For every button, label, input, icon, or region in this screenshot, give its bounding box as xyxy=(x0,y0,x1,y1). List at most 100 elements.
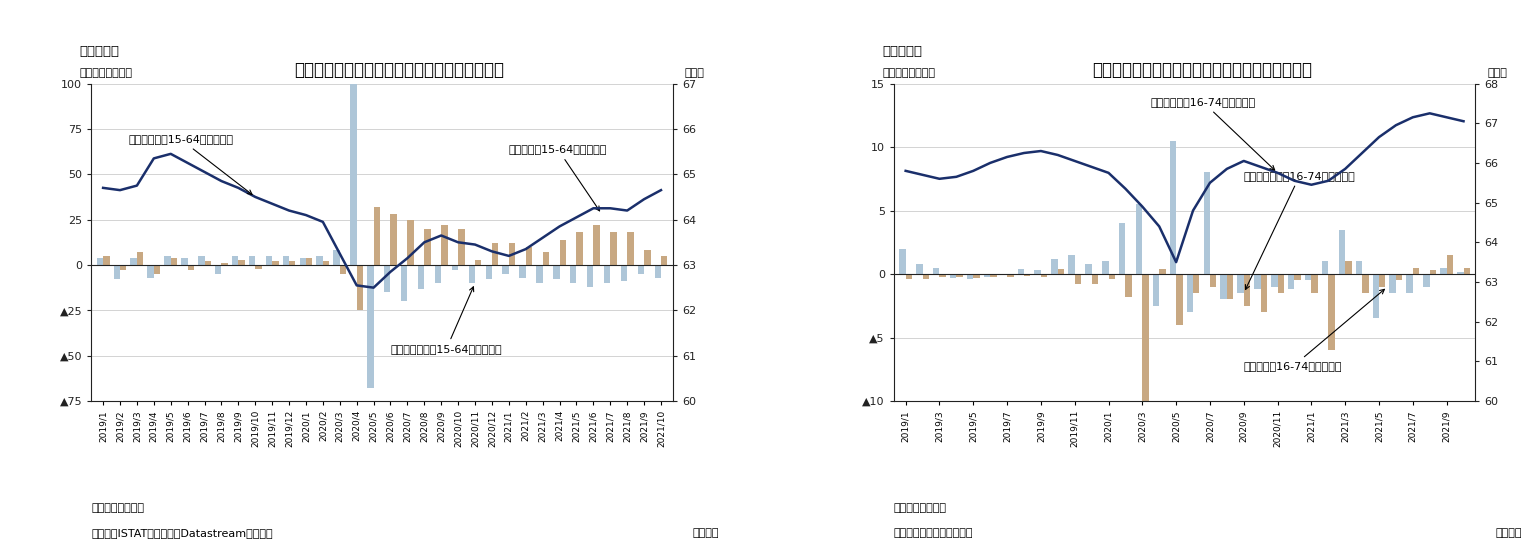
Bar xyxy=(1380,274,1386,287)
Bar xyxy=(350,84,357,265)
Bar xyxy=(272,261,278,265)
Bar xyxy=(1396,274,1402,280)
Bar xyxy=(570,265,576,283)
Bar xyxy=(1413,268,1419,274)
Bar xyxy=(1068,255,1075,274)
Bar xyxy=(1126,274,1132,297)
Bar xyxy=(249,256,256,265)
Text: （％）: （％） xyxy=(1488,67,1507,77)
Bar xyxy=(543,252,549,265)
Bar xyxy=(957,274,963,277)
Bar xyxy=(198,256,204,265)
Bar xyxy=(1034,270,1040,274)
Bar xyxy=(1272,274,1278,287)
Bar xyxy=(1463,268,1469,274)
Bar xyxy=(1294,274,1300,280)
Bar xyxy=(491,243,499,265)
Bar xyxy=(984,274,990,277)
Bar xyxy=(385,265,391,292)
Bar xyxy=(1142,274,1148,401)
Bar xyxy=(187,265,195,270)
Bar xyxy=(1220,274,1227,300)
Bar xyxy=(475,260,482,265)
Bar xyxy=(1261,274,1267,312)
Bar xyxy=(654,265,662,278)
Bar xyxy=(333,251,339,265)
Bar xyxy=(154,265,160,274)
Text: （月次）: （月次） xyxy=(694,528,719,538)
Bar xyxy=(502,265,510,274)
Bar xyxy=(256,265,262,268)
Bar xyxy=(148,265,154,278)
Text: （資料）ISTATのデータをDatastreamより取得: （資料）ISTATのデータをDatastreamより取得 xyxy=(91,528,272,538)
Bar xyxy=(418,265,424,289)
Bar xyxy=(181,258,187,265)
Bar xyxy=(1255,274,1261,289)
Bar xyxy=(604,265,610,283)
Bar xyxy=(1170,141,1176,274)
Bar xyxy=(1424,274,1430,287)
Bar xyxy=(283,256,289,265)
Bar xyxy=(1075,274,1081,284)
Bar xyxy=(367,265,374,388)
Bar xyxy=(1311,274,1317,293)
Bar xyxy=(1203,173,1209,274)
Bar xyxy=(1007,274,1013,277)
Bar xyxy=(1119,223,1126,274)
Bar xyxy=(452,265,458,270)
Bar xyxy=(1363,274,1369,293)
Bar xyxy=(510,243,516,265)
Bar xyxy=(1407,274,1413,293)
Bar xyxy=(1322,261,1328,274)
Bar xyxy=(940,274,946,277)
Bar xyxy=(905,274,913,279)
Text: 非労働者人口（16-74才）の変化: 非労働者人口（16-74才）の変化 xyxy=(1244,171,1355,290)
Bar xyxy=(468,265,475,283)
Bar xyxy=(951,274,957,278)
Bar xyxy=(593,225,599,265)
Bar xyxy=(1390,274,1396,293)
Bar xyxy=(1084,264,1092,274)
Bar xyxy=(637,265,643,274)
Text: （％）: （％） xyxy=(684,67,704,77)
Bar xyxy=(1227,274,1234,300)
Text: 労働参加率（16-74才、右軸）: 労働参加率（16-74才、右軸） xyxy=(1151,97,1275,170)
Bar xyxy=(1328,274,1335,350)
Bar xyxy=(1338,229,1345,274)
Bar xyxy=(916,264,923,274)
Bar xyxy=(114,265,120,280)
Bar xyxy=(239,260,245,265)
Bar xyxy=(289,261,295,265)
Bar xyxy=(441,225,447,265)
Bar xyxy=(435,265,441,283)
Text: （資料）ポルトガル統計局: （資料）ポルトガル統計局 xyxy=(894,528,973,538)
Text: （注）季節調整値: （注）季節調整値 xyxy=(894,502,946,512)
Bar xyxy=(899,248,905,274)
Bar xyxy=(103,256,110,265)
Bar xyxy=(932,268,940,274)
Bar xyxy=(1159,269,1165,274)
Bar xyxy=(1176,274,1182,325)
Bar xyxy=(1103,261,1109,274)
Bar xyxy=(662,256,668,265)
Bar xyxy=(316,256,322,265)
Bar xyxy=(1244,274,1250,306)
Bar xyxy=(1001,274,1007,275)
Bar xyxy=(621,265,627,281)
Bar xyxy=(391,214,397,265)
Title: イタリアの失業者・非労働力人口・労働参加率: イタリアの失業者・非労働力人口・労働参加率 xyxy=(295,61,505,79)
Text: 労働参加率（15-64才、右軸）: 労働参加率（15-64才、右軸） xyxy=(128,134,252,194)
Bar xyxy=(560,240,566,265)
Bar xyxy=(1092,274,1098,284)
Bar xyxy=(1018,269,1024,274)
Bar xyxy=(1153,274,1159,306)
Bar xyxy=(1136,204,1142,274)
Bar xyxy=(554,265,560,280)
Bar xyxy=(1057,269,1065,274)
Bar xyxy=(610,232,616,265)
Bar xyxy=(1109,274,1115,279)
Bar xyxy=(1024,274,1030,276)
Bar xyxy=(424,229,430,265)
Bar xyxy=(1192,274,1200,293)
Bar xyxy=(306,258,312,265)
